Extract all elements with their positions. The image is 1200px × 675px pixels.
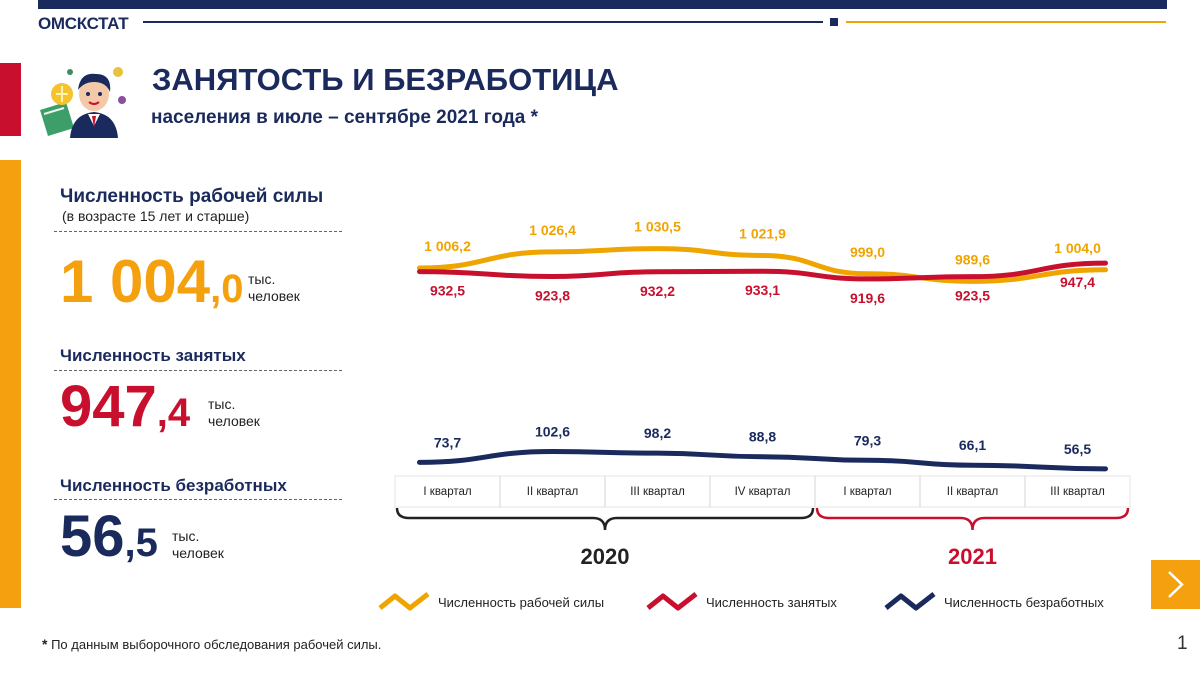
footnote-star: * xyxy=(42,636,48,652)
unemployed-data-label: 98,2 xyxy=(644,425,671,441)
footnote-text: По данным выборочного обследования рабоч… xyxy=(47,637,382,652)
header-line-navy xyxy=(143,21,823,23)
employed-data-label: 932,2 xyxy=(640,283,675,299)
labor-force-data-label: 1 021,9 xyxy=(739,225,786,241)
labor-force-data-label: 1 026,4 xyxy=(529,222,576,238)
category-axis-box xyxy=(394,475,1131,508)
legend-swatch xyxy=(378,592,430,611)
year-group-label: 2021 xyxy=(948,544,997,569)
labor-force-data-label: 1 006,2 xyxy=(424,238,471,254)
labor-force-data-label: 989,6 xyxy=(955,251,990,267)
employed-data-label: 919,6 xyxy=(850,290,885,306)
category-tick-label: II квартал xyxy=(947,486,998,498)
chevron-right-icon xyxy=(1168,571,1184,598)
divider xyxy=(54,231,342,232)
divider xyxy=(54,370,342,371)
header-line-gold xyxy=(846,21,1166,23)
employed-unit: тыс. человек xyxy=(208,396,260,430)
footnote: * По данным выборочного обследования раб… xyxy=(42,636,381,652)
employed-value: 947,4 xyxy=(60,378,190,436)
next-slide-button[interactable] xyxy=(1151,560,1200,609)
header-square xyxy=(830,18,838,26)
employed-data-label: 932,5 xyxy=(430,283,465,299)
labor-force-data-label: 1 030,5 xyxy=(634,219,681,235)
unit-line-2: человек xyxy=(208,413,260,429)
employed-label: Численность занятых xyxy=(60,346,246,365)
unit-line-2: человек xyxy=(172,545,224,561)
employed-data-label: 923,5 xyxy=(955,288,990,304)
legend-label: Численность рабочей силы xyxy=(438,595,604,610)
unemployed-data-label: 56,5 xyxy=(1064,441,1091,457)
unit-line-1: тыс. xyxy=(172,528,200,544)
unemployed-int: 56 xyxy=(60,504,125,569)
brand-logo-text: ОМСКСТАТ xyxy=(38,14,129,33)
labor-force-int: 1 004 xyxy=(60,248,211,315)
unemployed-line xyxy=(417,449,1108,472)
unit-line-2: человек xyxy=(248,288,300,304)
year-group-label: 2020 xyxy=(581,544,630,569)
divider xyxy=(54,499,342,500)
legend-label: Численность занятых xyxy=(706,595,837,610)
worker-illustration xyxy=(40,67,126,138)
employed-int: 947 xyxy=(60,374,157,439)
accent-bar-orange xyxy=(0,160,21,608)
unemployed-label: Численность безработных xyxy=(60,476,287,495)
category-tick-label: II квартал xyxy=(527,486,578,498)
category-tick-label: I квартал xyxy=(843,486,891,498)
unemployed-dec: ,5 xyxy=(124,521,158,565)
category-tick-label: III квартал xyxy=(1050,486,1105,498)
employed-dec: ,4 xyxy=(156,391,191,435)
labor-force-value: 1 004,0 xyxy=(60,252,244,312)
unemployed-data-label: 79,3 xyxy=(854,432,881,448)
page-subtitle: населения в июле – сентябре 2021 года * xyxy=(151,107,539,128)
legend-swatch xyxy=(646,592,698,611)
labor-force-data-label: 1 004,0 xyxy=(1054,240,1101,256)
unit-line-1: тыс. xyxy=(248,271,276,287)
legend-label: Численность безработных xyxy=(944,595,1104,610)
unemployed-value: 56,5 xyxy=(60,508,158,566)
unemployed-unit: тыс. человек xyxy=(172,528,224,562)
labor-force-dec: ,0 xyxy=(210,267,244,311)
labor-force-line xyxy=(417,246,1108,284)
page-number: 1 xyxy=(1177,633,1188,654)
legend-swatch xyxy=(884,592,936,611)
category-tick-label: I квартал xyxy=(423,486,471,498)
category-tick-label: III квартал xyxy=(630,486,685,498)
unemployed-data-label: 73,7 xyxy=(434,434,461,450)
labor-force-unit: тыс. человек xyxy=(248,271,300,305)
employed-data-label: 933,1 xyxy=(745,282,780,298)
labor-force-data-label: 999,0 xyxy=(850,244,885,260)
top-bar xyxy=(38,0,1167,9)
employed-data-label: 923,8 xyxy=(535,288,570,304)
employed-line xyxy=(417,260,1108,282)
unemployed-data-label: 102,6 xyxy=(535,424,570,440)
unit-line-1: тыс. xyxy=(208,396,236,412)
category-tick-label: IV квартал xyxy=(735,486,791,498)
year-brace xyxy=(815,507,1130,531)
unemployed-data-label: 88,8 xyxy=(749,429,776,445)
employed-data-label: 947,4 xyxy=(1060,274,1095,290)
labor-force-sub: (в возрасте 15 лет и старше) xyxy=(62,208,250,224)
unemployed-data-label: 66,1 xyxy=(959,437,986,453)
year-brace xyxy=(395,507,815,531)
page-title: ЗАНЯТОСТЬ И БЕЗРАБОТИЦА xyxy=(152,62,619,97)
labor-force-label: Численность рабочей силы xyxy=(60,186,324,207)
accent-bar-red xyxy=(0,63,21,136)
